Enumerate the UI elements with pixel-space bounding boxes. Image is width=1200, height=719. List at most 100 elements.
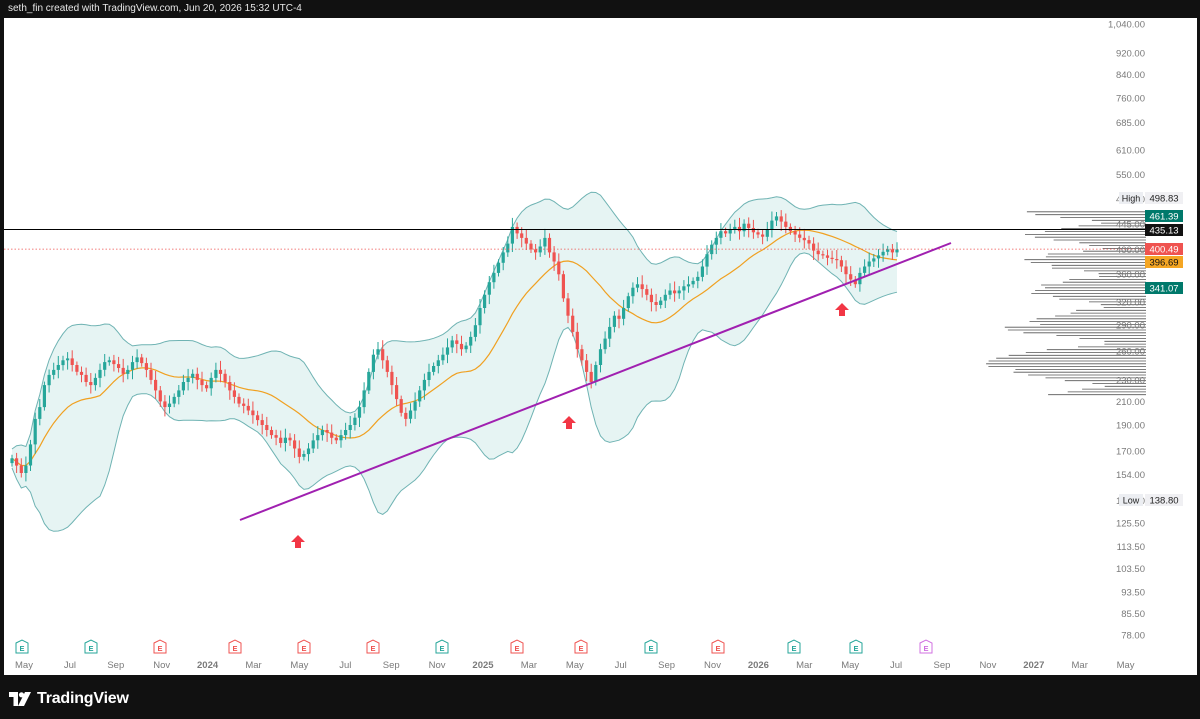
candle-body bbox=[385, 360, 389, 372]
candle-body bbox=[867, 261, 871, 267]
candle-body bbox=[552, 252, 556, 262]
candle-body bbox=[103, 362, 107, 370]
y-tick-label: 320.00 bbox=[1116, 298, 1145, 309]
candle-body bbox=[571, 315, 575, 332]
moving-average bbox=[11, 229, 898, 467]
candle-body bbox=[839, 260, 843, 267]
candle-body bbox=[635, 284, 640, 288]
event-badge bbox=[435, 639, 449, 654]
candle-body bbox=[112, 360, 116, 365]
candle-body bbox=[455, 340, 459, 344]
candle-body bbox=[719, 231, 723, 238]
candle-body bbox=[242, 403, 246, 406]
y-tick-label: 840.00 bbox=[1116, 70, 1145, 81]
price-label-value: 435.13 bbox=[1149, 226, 1178, 237]
candle-body bbox=[427, 371, 431, 380]
candle-body bbox=[631, 287, 635, 297]
candle-body bbox=[501, 252, 505, 263]
candle-body bbox=[167, 403, 172, 407]
y-tick-label: 290.00 bbox=[1116, 321, 1145, 332]
candle-body bbox=[691, 280, 695, 285]
price-label-value: 400.49 bbox=[1149, 245, 1178, 256]
event-marker: E bbox=[711, 639, 725, 654]
event-marker: E bbox=[574, 639, 588, 654]
candle-body bbox=[802, 237, 806, 241]
candle-body bbox=[311, 440, 315, 449]
event-marker: E bbox=[435, 639, 449, 654]
x-tick-label: May bbox=[15, 660, 33, 671]
candle-body bbox=[580, 349, 584, 361]
price-label-value: 138.80 bbox=[1149, 496, 1178, 507]
candle-body bbox=[214, 369, 218, 378]
y-tick-label: 610.00 bbox=[1116, 145, 1145, 156]
price-label: 400.49 bbox=[1145, 243, 1183, 256]
candle-body bbox=[547, 237, 552, 253]
event-marker: E bbox=[849, 639, 863, 654]
price-label-value: 341.07 bbox=[1149, 284, 1178, 295]
candle-body bbox=[274, 435, 278, 438]
candle-body bbox=[413, 401, 417, 411]
candle-body bbox=[432, 366, 436, 372]
candle-body bbox=[339, 435, 343, 441]
candle-body bbox=[807, 240, 811, 244]
x-tick-label: Sep bbox=[934, 660, 951, 671]
price-chart[interactable]: 1,040.00 920.00 840.00 760.00 685.00 610.00 55… bbox=[4, 18, 1197, 675]
candle-body bbox=[622, 308, 626, 319]
x-tick-label: Jul bbox=[64, 660, 76, 671]
event-label: E bbox=[791, 644, 796, 653]
event-label: E bbox=[439, 644, 444, 653]
candle-body bbox=[459, 343, 464, 350]
candle-body bbox=[756, 232, 760, 235]
candle-body bbox=[469, 336, 473, 346]
event-label: E bbox=[578, 644, 583, 653]
candle-body bbox=[742, 223, 746, 232]
event-badge bbox=[510, 639, 524, 654]
candle-body bbox=[84, 374, 88, 382]
x-tick-label: 2025 bbox=[472, 660, 494, 671]
event-marker: E bbox=[84, 639, 98, 654]
candle-body bbox=[617, 315, 621, 319]
candle-body bbox=[515, 226, 519, 234]
candle-body bbox=[436, 360, 440, 366]
event-badge bbox=[153, 639, 167, 654]
y-tick-label: 230.00 bbox=[1116, 375, 1145, 386]
candle-body bbox=[288, 437, 292, 441]
snapshot-caption: seth_fin created with TradingView.com, J… bbox=[8, 3, 302, 14]
y-tick-label: 920.00 bbox=[1116, 48, 1145, 59]
trendline bbox=[239, 242, 952, 521]
y-tick-label: 125.50 bbox=[1116, 518, 1145, 529]
candle-body bbox=[779, 216, 783, 222]
candle-body bbox=[144, 363, 148, 370]
candle-body bbox=[33, 418, 37, 445]
candle-body bbox=[172, 396, 176, 404]
candle-body bbox=[686, 284, 691, 287]
candle-body bbox=[659, 300, 663, 305]
candle-body bbox=[357, 407, 362, 418]
candle-body bbox=[881, 251, 885, 256]
x-tick-label: Nov bbox=[979, 660, 996, 671]
price-label: Low 138.80 bbox=[1119, 494, 1183, 507]
candle-body bbox=[487, 282, 491, 295]
candle-body bbox=[232, 390, 236, 397]
x-tick-label: Jul bbox=[615, 660, 627, 671]
candle-body bbox=[886, 249, 890, 252]
candle-body bbox=[668, 290, 672, 295]
candle-body bbox=[774, 216, 779, 221]
price-label-value: 461.39 bbox=[1149, 212, 1178, 223]
candle-body bbox=[38, 407, 42, 419]
candle-body bbox=[566, 298, 570, 316]
candle-body bbox=[121, 367, 125, 374]
price-label-bg bbox=[1145, 192, 1183, 204]
event-badge bbox=[84, 639, 98, 654]
candle-body bbox=[598, 349, 603, 365]
candle-body bbox=[362, 390, 366, 408]
event-label: E bbox=[715, 644, 720, 653]
tradingview-logo[interactable]: TradingView bbox=[9, 689, 129, 709]
candle-body bbox=[297, 448, 301, 457]
candle-body bbox=[816, 250, 820, 255]
x-tick-label: Nov bbox=[704, 660, 721, 671]
candle-body bbox=[177, 390, 181, 397]
candle-body bbox=[163, 401, 167, 408]
candle-body bbox=[524, 237, 528, 244]
